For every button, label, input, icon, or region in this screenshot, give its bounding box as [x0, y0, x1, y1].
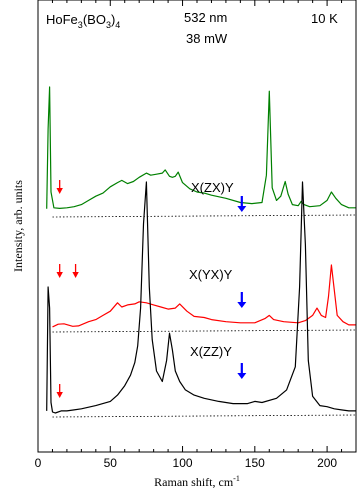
baseline-2	[52, 414, 357, 418]
arrows-group	[56, 180, 247, 398]
x-axis-label-text: Raman shift, cm	[154, 475, 234, 489]
series-line-1	[52, 264, 356, 328]
x-tick-label-100: 100	[173, 456, 193, 470]
compound-label: HoFe3(BO3)4	[46, 12, 120, 30]
compound-sub3: 4	[115, 20, 120, 30]
x-axis-label: Raman shift, cm-1	[154, 474, 240, 489]
x-tick-label-150: 150	[245, 456, 265, 470]
compound-mid: (BO	[83, 12, 106, 27]
blue-arrow-1	[237, 292, 247, 308]
compound-sub2: 3	[106, 20, 111, 30]
x-axis-label-sup: -1	[233, 474, 240, 483]
series-line-2	[46, 181, 356, 414]
series-label-zz: X(ZZ)Y	[190, 344, 232, 359]
compound-sub1: 3	[78, 20, 83, 30]
blue-arrow-2	[237, 363, 247, 379]
curves-group	[46, 86, 356, 414]
series-label-zx: X(ZX)Y	[191, 180, 234, 195]
x-tick-label-50: 50	[104, 456, 118, 470]
red-arrow-3	[56, 384, 63, 398]
x-tick-label-0: 0	[35, 456, 42, 470]
baselines-group	[52, 214, 357, 418]
x-ticks-group: 0 50 100 150 200	[35, 0, 357, 470]
red-arrow-1	[56, 264, 63, 278]
blue-arrow-0	[237, 196, 247, 212]
series-line-0	[46, 86, 356, 209]
red-arrow-2	[72, 264, 79, 278]
baseline-0	[52, 214, 357, 218]
x-tick-label-200: 200	[317, 456, 337, 470]
series-label-yx: X(YX)Y	[189, 267, 233, 282]
wavelength-label: 532 nm	[184, 10, 227, 25]
power-label: 38 mW	[186, 31, 228, 46]
y-axis-label: Intensity, arb. units	[11, 180, 25, 272]
compound-post: )	[111, 12, 115, 27]
plot-frame	[37, 0, 357, 453]
compound-pre: HoFe	[46, 12, 78, 27]
baseline-1	[52, 329, 357, 333]
red-arrow-0	[56, 180, 63, 194]
temperature-label: 10 K	[311, 11, 338, 26]
